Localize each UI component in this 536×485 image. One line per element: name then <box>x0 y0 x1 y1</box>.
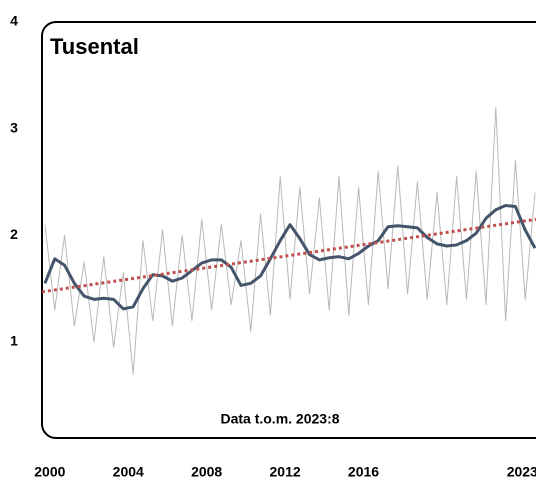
x-tick-label: 2023 <box>507 464 536 480</box>
y-tick-label: 4 <box>10 13 18 29</box>
x-tick-label: 2004 <box>113 464 144 480</box>
chart-title: Tusental <box>50 34 139 59</box>
plot-area <box>42 106 536 375</box>
annotation: Data t.o.m. 2023:8 <box>220 411 339 427</box>
x-tick-label: 2012 <box>270 464 301 480</box>
data-line <box>43 203 536 311</box>
data-line <box>44 106 536 375</box>
plot-frame <box>41 21 536 439</box>
y-tick-label: 1 <box>10 333 18 349</box>
x-tick-label: 2000 <box>34 464 65 480</box>
y-tick-label: 3 <box>10 119 18 135</box>
x-tick-label: 2008 <box>191 464 222 480</box>
trend-line <box>42 217 536 294</box>
y-tick-label: 2 <box>10 226 18 242</box>
x-tick-label: 2016 <box>348 464 379 480</box>
